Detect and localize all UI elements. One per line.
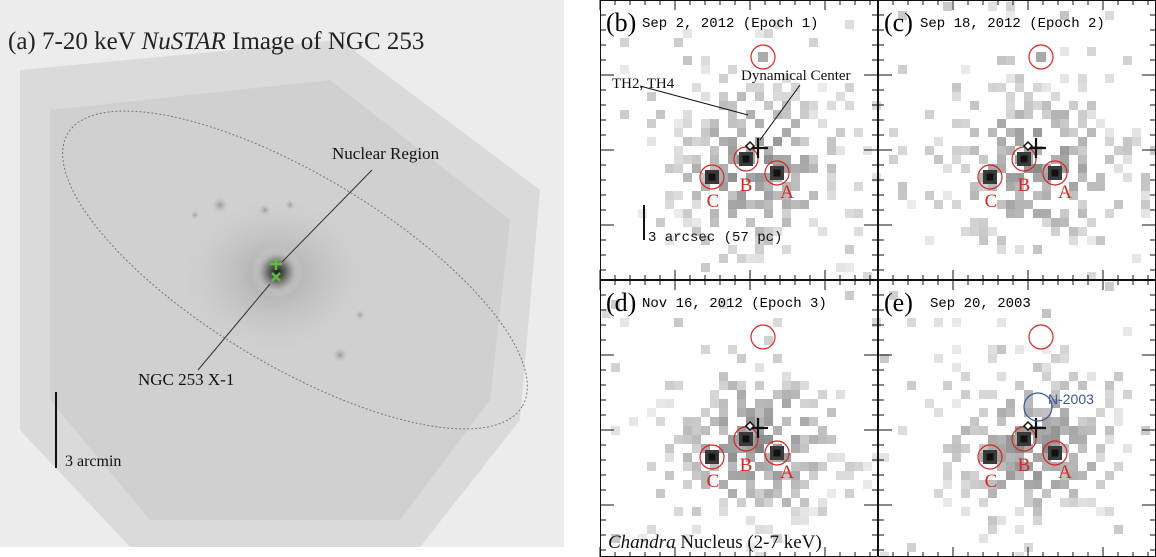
th-label: TH2, TH4 [612,76,675,92]
panel-frame [600,280,878,557]
source-circle-a [1042,160,1068,186]
source-label-a: A [1058,462,1072,483]
arcsec-scale-label: 3 arcsec (57 pc) [648,230,782,246]
nucleus-glow [251,246,303,298]
th-diamond [744,140,756,152]
source-label-c: C [985,471,998,492]
plus-marker [270,258,282,270]
th-diamond [1022,140,1034,152]
th-diamond [744,420,756,432]
nuclear-region-leader [281,169,373,263]
source-circle-c [977,164,1003,190]
source-label-b: B [1018,175,1031,196]
source-label-c: C [985,191,998,212]
source-circle-top [1028,324,1054,350]
source-circle-top [750,44,776,70]
panel-letter: (e) [884,288,913,317]
source-label-b: B [740,175,753,196]
overlay-layer [639,44,1068,470]
nustar-image [0,0,564,547]
th-diamond [1022,420,1034,432]
panel-date: Sep 2, 2012 (Epoch 1) [642,16,818,32]
source-label-a: A [780,182,794,203]
source-circle-a [764,160,790,186]
nuclear-region-label: Nuclear Region [332,144,440,163]
x-marker [271,272,281,282]
source-circle-c [699,164,725,190]
source-circle-c [977,444,1003,470]
source-circle-c [699,444,725,470]
dyn-leader [759,84,801,141]
panel-date: Sep 18, 2012 (Epoch 2) [920,16,1105,32]
panel-letter: (c) [884,8,913,37]
source-label-b: B [740,455,753,476]
nustar-image-panel: (a) 7-20 keV NuSTAR Image of NGC 253 Nuc… [0,0,564,547]
th-leader [639,85,749,116]
panel-letter: (d) [606,288,636,317]
panel-date: Nov 16, 2012 (Epoch 3) [642,296,827,312]
n2003-label: N-2003 [1048,391,1094,407]
chandra-label: Chandra Nucleus (2-7 keV) [608,532,822,553]
scale-label: 3 arcmin [65,453,122,470]
pixel-layer [602,2,1156,557]
dyn-label: Dynamical Center [741,68,851,84]
x1-label: NGC 253 X-1 [138,370,235,389]
source-circle-a [764,440,790,466]
source-label-b: B [1018,455,1031,476]
panel-frame [600,0,878,280]
text-layer: ABC(b) Sep 2, 2012 (Epoch 1)ABC(c) Sep 18,… [606,8,1105,553]
panel-date: Sep 20, 2003 [930,296,1031,312]
source-label-c: C [707,471,720,492]
source-label-c: C [707,191,720,212]
source-label-a: A [780,462,794,483]
x1-leader [197,283,271,371]
panel-a-title: (a) 7-20 keV NuSTAR Image of NGC 253 [8,28,425,55]
n2003-circle [1023,392,1053,422]
source-circle-a [1042,440,1068,466]
panel-letter: (b) [606,8,636,37]
source-circle-top [750,324,776,350]
source-circle-top [1028,44,1054,70]
source-label-a: A [1058,182,1072,203]
